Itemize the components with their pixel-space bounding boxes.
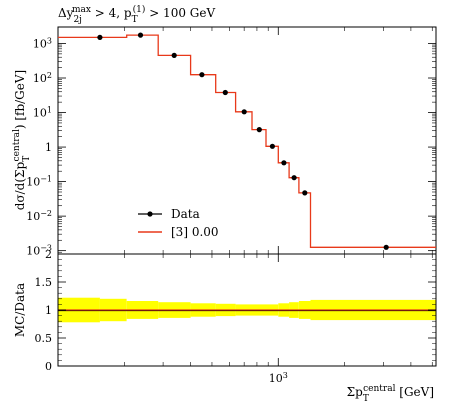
data-point (269, 143, 275, 149)
x-axis-label: ΣpTcentral [GeV] (347, 384, 434, 404)
data-point (302, 190, 308, 196)
data-point (281, 160, 287, 166)
mc-series (58, 34, 436, 248)
data-point (291, 175, 297, 181)
mc-histogram (58, 34, 436, 248)
legend-data-marker (147, 211, 153, 217)
data-point (256, 127, 262, 133)
data-point (199, 72, 205, 78)
ratio-panel: 0 0.5 1 1.5 2 MC/Data (13, 248, 437, 373)
main-y-tick-label: 10−3 (26, 243, 52, 258)
main-y-tick-label: 1 (45, 141, 52, 154)
main-y-tick-label: 10−2 (26, 209, 52, 224)
main-y-tick-label: 101 (33, 105, 52, 120)
main-panel: 10−3 10−2 10−1 1 101 102 103 Data [3] 0.00 dσ/… (12, 26, 437, 258)
main-y-ticks: 10−3 10−2 10−1 1 101 102 103 (26, 36, 436, 258)
chart-title: Δy2jmax > 4, pT(1) > 100 GeV (58, 4, 215, 25)
main-y-tick-label: 103 (33, 36, 52, 51)
data-point (97, 34, 103, 41)
data-point (383, 244, 389, 250)
main-y-tick-label: 10−1 (26, 174, 52, 189)
main-frame (57, 26, 437, 255)
main-y-axis-label: dσ/d(ΣpTcentral) [fb/GeV] (12, 70, 32, 210)
data-point (241, 109, 247, 115)
legend-mc-label: [3] 0.00 (171, 225, 219, 239)
x-tick-labels: 103 (269, 371, 288, 386)
ratio-y-tick-label: 0.5 (35, 332, 53, 345)
ratio-x-ticks (57, 254, 433, 366)
ratio-y-tick-label: 1 (45, 304, 52, 317)
main-x-ticks (57, 27, 433, 254)
main-y-tick-label: 102 (33, 71, 52, 86)
data-point (137, 32, 144, 38)
ratio-y-tick-label: 2 (45, 248, 52, 261)
data-series (97, 32, 389, 250)
legend: Data [3] 0.00 (138, 207, 219, 239)
legend-data-label: Data (171, 207, 200, 221)
ratio-y-axis-label: MC/Data (13, 283, 27, 337)
data-point (222, 89, 228, 96)
x-tick-label: 103 (269, 371, 288, 386)
ratio-y-ticks: 0 0.5 1 1.5 2 (35, 248, 436, 373)
ratio-y-tick-label: 1.5 (35, 276, 53, 289)
ratio-y-tick-label: 0 (45, 360, 52, 373)
data-point (171, 52, 177, 59)
